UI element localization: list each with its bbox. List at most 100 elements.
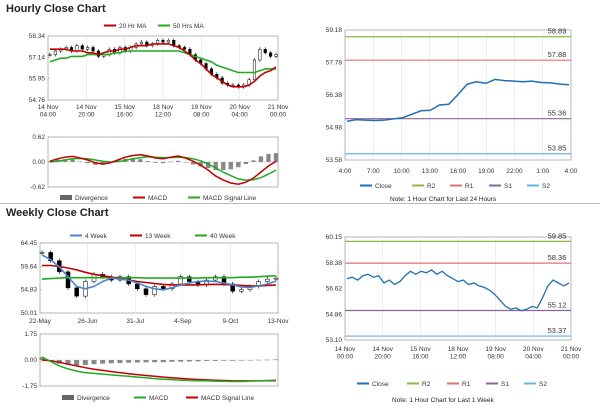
weekly-divergence-bar-14 [160, 360, 166, 363]
hourly-candle-body-42 [274, 54, 278, 57]
weekly-candle-body-26 [265, 278, 270, 282]
hourly-divergence-bar-14 [153, 162, 158, 163]
hourly-close-legend-s2-label: S2 [542, 183, 550, 190]
hourly-50hr-ma-line [49, 50, 276, 74]
hourly-close-x-tick-0: 4:00 [339, 168, 352, 175]
weekly-candle-y-tick-3: 50.01 [21, 310, 38, 317]
weekly-legend-13wk-label: 13 Week [145, 233, 171, 240]
hourly-divergence-bar-28 [258, 156, 264, 162]
hourly-legend-50hr-label: 50 Hrs MA [173, 23, 204, 30]
weekly-level-label-s2: 53.37 [548, 326, 567, 335]
hourly-divergence-bar-18 [183, 162, 188, 163]
weekly-close-x-tick-1: 14 Nov 20:00 [372, 346, 393, 361]
hourly-close-legend-close-label: Close [375, 183, 392, 190]
hourly-macd-y-tick-2: -0.62 [30, 184, 45, 191]
weekly-candle-body-13 [152, 286, 157, 295]
weekly-level-label-r1: 58.36 [548, 253, 567, 262]
weekly-divergence-bar-25 [256, 359, 262, 361]
weekly-close-x-tick-2: 15 Nov 16:00 [410, 346, 431, 361]
hourly-close-x-tick-3: 13:00 [422, 168, 439, 175]
weekly-close-y-tick-1: 58.38 [326, 260, 343, 267]
weekly-candle-body-0 [39, 252, 45, 254]
weekly-divergence-bar-10 [126, 360, 132, 363]
weekly-divergence-bar-4 [74, 360, 80, 366]
hourly-level-label-s2: 53.85 [548, 144, 567, 153]
weekly-close-x-tick-6: 21 Nov 00:00 [561, 346, 582, 361]
weekly-candle-body-17 [187, 276, 192, 282]
weekly-macd-y-tick-0: 1.75 [24, 331, 37, 338]
hourly-divergence-bar-24 [228, 162, 233, 170]
weekly-close-x-tick-4: 19 Nov 08:00 [485, 346, 506, 361]
hourly-level-label-r1: 57.88 [548, 50, 567, 59]
hourly-divergence-bar-4 [77, 161, 83, 163]
weekly-close-legend-r2-label: R2 [422, 381, 431, 388]
weekly-13wk-line [42, 264, 277, 287]
weekly-close-legend-close-label: Close [372, 381, 389, 388]
hourly-candle-body-25 [182, 47, 187, 50]
hourly-divergence-bar-26 [243, 162, 249, 165]
hourly-divergence-bar-5 [85, 162, 90, 164]
weekly-candle-body-14 [161, 286, 166, 290]
hourly-macd-signal-line [49, 156, 277, 181]
hourly-divergence-bar-22 [213, 162, 218, 171]
hourly-candle-body-7 [86, 47, 90, 50]
weekly-divergence-bar-3 [65, 360, 71, 365]
weekly-candle-x-tick-3: 4-Sep [174, 318, 192, 325]
hourly-divergence-bar-15 [160, 162, 166, 164]
hourly-candle-x-tick-0: 14 Nov 04:00 [38, 104, 59, 119]
hourly-candle-body-6 [80, 45, 84, 50]
hourly-20hr-ma-line [50, 43, 277, 88]
hourly-candle-body-22 [166, 40, 170, 43]
weekly-divergence-bar-5 [82, 360, 88, 365]
hourly-legend-20hr-label: 20 Hr MA [119, 23, 147, 30]
hourly-macd-y-tick-0: 0.62 [32, 134, 45, 141]
weekly-divergence-bar-18 [195, 360, 201, 362]
hourly-close-y-tick-0: 59.18 [326, 27, 343, 34]
hourly-candle-x-tick-4: 19 Nov 08:00 [191, 104, 212, 119]
weekly-divergence-bar-12 [143, 360, 149, 363]
hourly-close-line [346, 78, 570, 122]
hourly-divergence-bar-23 [221, 162, 226, 171]
weekly-level-label-s1: 55.12 [548, 300, 567, 309]
weekly-divergence-bar-7 [100, 360, 106, 364]
weekly-close-x-tick-3: 18 Nov 12:00 [448, 346, 469, 361]
weekly-candle-body-11 [135, 283, 140, 290]
hourly-legend-macd-label: MACD [148, 195, 167, 202]
weekly-divergence-bar-17 [186, 360, 192, 362]
weekly-candle-x-tick-1: 26-Jun [78, 318, 98, 325]
weekly-close-note: Note: 1 Hour Chart for Last 1 Week [392, 397, 494, 404]
weekly-candle-body-4 [74, 287, 79, 297]
weekly-level-label-r2: 59.85 [548, 231, 567, 240]
hourly-divergence-bar-19 [190, 162, 196, 165]
hourly-candle-x-tick-3: 18 Nov 12:00 [153, 104, 174, 119]
weekly-legend-macd-signal-label: MACD Signal Line [201, 395, 254, 402]
hourly-macd-line [49, 153, 277, 185]
hourly-candle-body-0 [48, 54, 52, 56]
weekly-4wk-line [41, 254, 277, 291]
hourly-close-legend-r1-label: R1 [465, 183, 474, 190]
hourly-close-y-tick-1: 57.78 [326, 60, 343, 67]
weekly-section-title: Weekly Close Chart [6, 207, 109, 219]
weekly-candle-x-tick-5: 13-Nov [268, 318, 290, 325]
weekly-close-legend-s2-label: S2 [539, 381, 547, 388]
weekly-macd-line [41, 356, 277, 383]
hourly-close-x-tick-5: 19:00 [478, 168, 495, 175]
weekly-candle-body-22 [230, 283, 235, 292]
weekly-divergence-bar-21 [221, 360, 227, 361]
hourly-divergence-bar-16 [168, 161, 173, 163]
hourly-close-x-tick-8: 4:00 [565, 168, 578, 175]
weekly-close-y-tick-0: 60.15 [326, 234, 343, 241]
hourly-divergence-bar-21 [206, 162, 211, 169]
hourly-close-x-tick-4: 16:00 [450, 168, 467, 175]
hourly-legend-divergence-swatch [60, 195, 72, 200]
hourly-close-x-tick-7: 1:00 [536, 168, 549, 175]
hourly-candle-y-tick-2: 55.95 [29, 76, 46, 83]
weekly-candle-x-tick-2: 31-Jul [126, 318, 144, 325]
hourly-candle-body-21 [161, 40, 165, 43]
hourly-candle-y-tick-0: 58.34 [29, 33, 46, 40]
weekly-legend-macd-label: MACD [149, 395, 168, 402]
weekly-legend-divergence-swatch [62, 395, 74, 400]
hourly-divergence-bar-17 [175, 160, 181, 162]
hourly-level-label-s1: 55.36 [548, 109, 567, 118]
weekly-divergence-bar-22 [230, 360, 236, 361]
